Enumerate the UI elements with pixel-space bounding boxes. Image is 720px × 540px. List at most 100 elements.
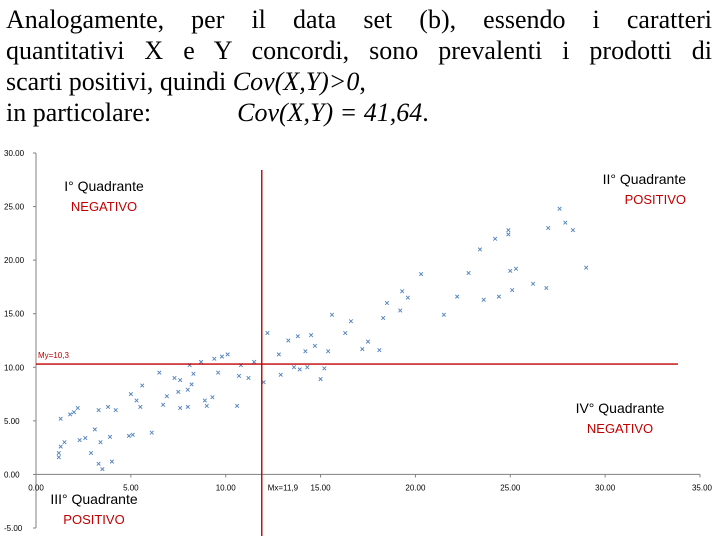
- data-point: [160, 402, 166, 407]
- data-points: [56, 206, 589, 472]
- covariance-value: Cov(X,Y) = 41,64: [237, 98, 423, 127]
- y-tick-label: 15.00: [4, 310, 25, 319]
- data-point: [496, 294, 502, 299]
- data-point: [198, 359, 204, 365]
- slide-heading: Analogamente, per il data set (b), essen…: [6, 4, 712, 128]
- mean-lines: My=10,3 Mx=11,9: [36, 170, 678, 536]
- data-point: [365, 339, 371, 344]
- data-point: [297, 367, 302, 372]
- data-point: [176, 389, 181, 395]
- quadrant-title: II° Quadrante: [603, 171, 687, 187]
- heading-line-4-text: in particolare:: [6, 98, 152, 127]
- heading-line-3-end: ,: [359, 67, 366, 96]
- y-tick-label: -5.00: [4, 524, 23, 533]
- data-point: [236, 373, 242, 378]
- data-point: [113, 408, 118, 413]
- data-point: [191, 371, 196, 376]
- data-point: [348, 319, 354, 324]
- data-point: [544, 285, 549, 291]
- data-point: [216, 370, 221, 375]
- data-point: [326, 349, 331, 354]
- data-point: [278, 372, 283, 377]
- data-point: [100, 466, 105, 472]
- heading-line-4: in particolare: Cov(X,Y) = 41,64.: [6, 97, 712, 128]
- data-point: [276, 352, 281, 357]
- heading-line-1: Analogamente, per il data set (b), essen…: [6, 5, 712, 34]
- data-point: [219, 354, 225, 359]
- y-tick-label: 25.00: [4, 203, 25, 212]
- data-point: [96, 408, 101, 413]
- data-point: [510, 288, 515, 293]
- quadrant-sign: NEGATIVO: [71, 199, 137, 214]
- data-point: [178, 405, 183, 411]
- data-point: [164, 394, 170, 399]
- data-point: [308, 333, 314, 338]
- data-point: [126, 433, 132, 438]
- mean-y-label: My=10,3: [38, 351, 69, 360]
- data-point: [492, 236, 498, 241]
- x-tick-label: 30.00: [595, 483, 616, 492]
- data-point: [210, 395, 215, 400]
- data-point: [312, 343, 317, 348]
- data-point: [68, 412, 73, 417]
- quadrant-sign: POSITIVO: [625, 192, 686, 207]
- quadrant-labels: I° Quadrante NEGATIVO II° Quadrante POSITIV…: [50, 171, 686, 527]
- data-point: [252, 359, 257, 365]
- data-point: [291, 365, 297, 370]
- data-point: [178, 378, 183, 383]
- data-point: [107, 434, 113, 440]
- data-point: [202, 398, 207, 403]
- heading-line-2: quantitativi X e Y concordi, sono preval…: [6, 36, 712, 65]
- data-point: [265, 330, 270, 336]
- data-point: [513, 266, 519, 271]
- data-point: [360, 346, 365, 352]
- chart-axes: -5.00 0.00 5.00 10.00 15.00 20.00 25.00 30.00 0.…: [4, 149, 713, 533]
- data-point: [570, 228, 576, 233]
- x-tick-label: 5.00: [123, 483, 139, 492]
- quadrant-sign: NEGATIVO: [587, 421, 653, 436]
- data-point: [377, 348, 382, 353]
- data-point: [149, 430, 154, 435]
- data-point: [185, 387, 190, 392]
- data-point: [246, 375, 251, 381]
- data-point: [234, 403, 240, 408]
- data-point: [381, 315, 386, 321]
- y-tick-label: 20.00: [4, 256, 25, 265]
- data-point: [185, 404, 190, 410]
- data-point: [92, 427, 97, 432]
- data-point: [400, 289, 405, 294]
- scatter-chart: -5.00 0.00 5.00 10.00 15.00 20.00 25.00 30.00 0.…: [4, 149, 713, 536]
- data-point: [419, 271, 424, 277]
- data-point: [172, 375, 177, 381]
- data-point: [441, 312, 447, 317]
- mean-x-label: Mx=11,9: [268, 483, 299, 492]
- y-tick-label: 0.00: [4, 470, 20, 479]
- data-point: [56, 450, 61, 456]
- data-point: [398, 308, 403, 313]
- data-point: [88, 450, 94, 456]
- y-tick-label: 30.00: [4, 149, 25, 158]
- data-point: [62, 440, 67, 445]
- data-point: [58, 444, 63, 449]
- quadrant-sign: POSITIVO: [63, 512, 124, 527]
- data-point: [305, 365, 310, 370]
- data-point: [105, 404, 111, 410]
- data-point: [322, 366, 327, 371]
- data-point: [546, 225, 551, 231]
- data-point: [286, 338, 291, 343]
- covariance-condition: Cov(X,Y)>0: [232, 67, 360, 96]
- data-point: [225, 352, 230, 357]
- data-point: [58, 416, 63, 421]
- data-point: [455, 294, 460, 299]
- data-point: [71, 410, 77, 415]
- quadrant-title: I° Quadrante: [64, 178, 144, 194]
- data-point: [109, 459, 115, 464]
- x-tick-label: 20.00: [405, 483, 426, 492]
- data-point: [83, 435, 88, 441]
- data-point: [343, 330, 348, 336]
- heading-line-3-text: scarti positivi, quindi: [6, 67, 233, 96]
- data-point: [98, 440, 103, 445]
- data-point: [481, 297, 486, 302]
- data-point: [303, 349, 308, 354]
- data-point: [77, 438, 82, 443]
